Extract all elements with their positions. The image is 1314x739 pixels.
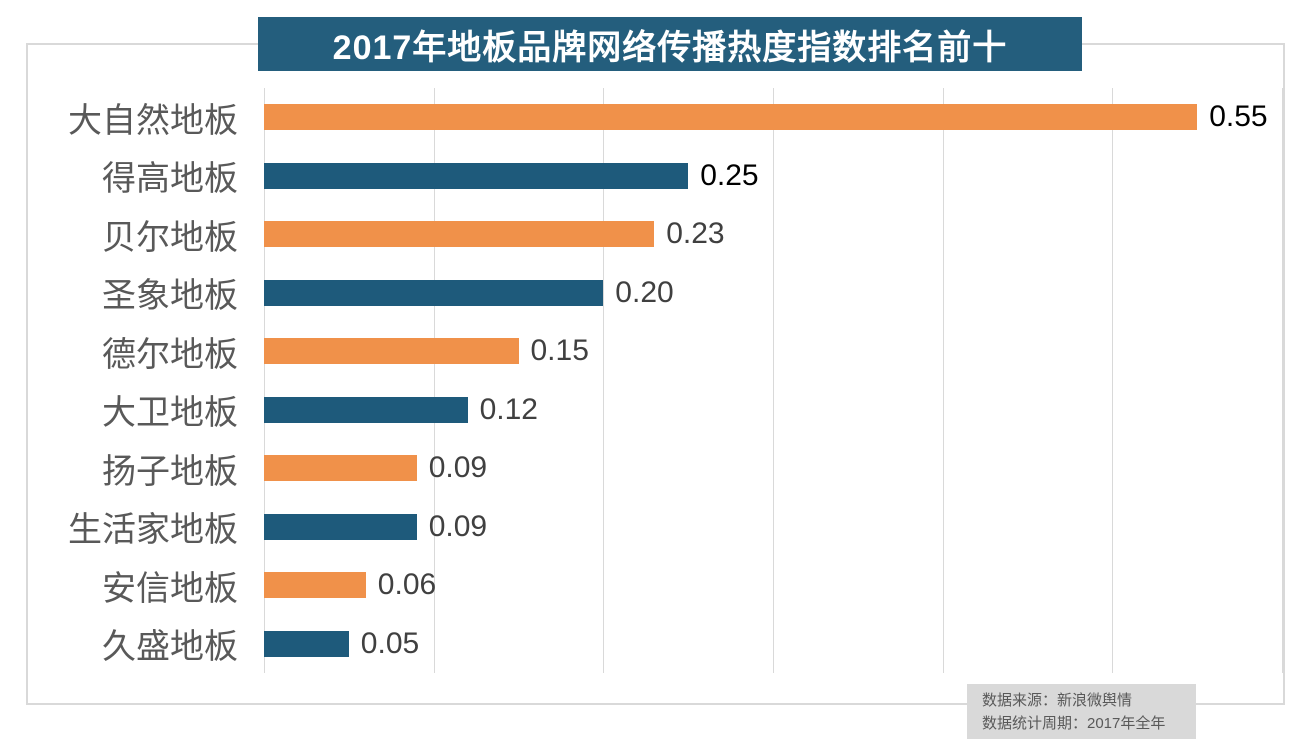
gridline xyxy=(1282,88,1283,673)
category-label: 贝尔地板 xyxy=(102,218,238,257)
bar-row: 贝尔地板 0.23 xyxy=(26,205,1296,264)
gridline xyxy=(433,88,435,673)
value-label: 0.15 xyxy=(530,334,589,368)
plot-area xyxy=(264,88,1283,673)
category-label: 德尔地板 xyxy=(102,335,238,374)
bar-row: 大卫地板 0.12 xyxy=(26,381,1296,440)
value-label: 0.06 xyxy=(377,568,437,602)
bar-row: 久盛地板 0.05 xyxy=(26,615,1296,674)
bar xyxy=(264,279,604,306)
data-period-line: 数据统计周期：2017年全年 xyxy=(982,715,1166,733)
bar-row: 德尔地板 0.15 xyxy=(26,322,1296,381)
bar xyxy=(264,104,1198,131)
bar-row: 得高地板 0.25 xyxy=(26,147,1296,206)
chart-title-banner: 2017年地板品牌网络传播热度指数排名前十 xyxy=(258,17,1082,71)
bar xyxy=(264,572,366,599)
bar xyxy=(264,396,468,423)
category-label: 久盛地板 xyxy=(102,628,238,667)
value-label: 0.12 xyxy=(479,392,538,426)
bar xyxy=(264,455,417,482)
category-label: 圣象地板 xyxy=(102,277,238,316)
bar-row: 生活家地板 0.09 xyxy=(26,498,1296,557)
value-label: 0.20 xyxy=(615,275,674,309)
category-label: 得高地板 xyxy=(102,160,238,199)
value-label: 0.05 xyxy=(360,626,420,660)
bar xyxy=(264,513,417,540)
gridline xyxy=(1112,88,1114,673)
data-source-line: 数据来源：新浪微舆情 xyxy=(982,692,1133,709)
bar-row: 大自然地板 0.55 xyxy=(26,88,1296,147)
chart-title: 2017年地板品牌网络传播热度指数排名前十 xyxy=(332,28,1008,67)
bar-row: 圣象地板 0.20 xyxy=(26,264,1296,323)
category-label: 大卫地板 xyxy=(102,394,238,433)
bar xyxy=(264,630,349,657)
gridline xyxy=(773,88,774,673)
data-source-note: 数据来源：新浪微舆情 数据统计周期：2017年全年 xyxy=(967,684,1196,739)
bar xyxy=(264,221,655,248)
value-label: 0.09 xyxy=(428,451,488,485)
value-label: 0.55 xyxy=(1209,100,1268,134)
gridline xyxy=(603,88,605,673)
bar-rows-container: 大自然地板 0.55 得高地板 0.25 贝尔地板 0.23 圣象地板 0.20 德尔地板 0.1… xyxy=(26,88,1296,673)
category-label: 大自然地板 xyxy=(68,101,238,140)
category-label: 生活家地板 xyxy=(68,511,238,550)
category-label: 安信地板 xyxy=(102,569,238,608)
value-label: 0.09 xyxy=(428,509,488,543)
chart-frame xyxy=(26,43,1285,705)
bar-row: 扬子地板 0.09 xyxy=(26,439,1296,498)
bar xyxy=(264,162,689,189)
bar-row: 安信地板 0.06 xyxy=(26,556,1296,615)
category-label: 扬子地板 xyxy=(102,452,238,491)
value-label: 0.23 xyxy=(666,217,725,251)
bar xyxy=(264,338,519,365)
value-label: 0.25 xyxy=(700,158,759,192)
gridline xyxy=(942,88,944,673)
gridline xyxy=(264,88,265,673)
